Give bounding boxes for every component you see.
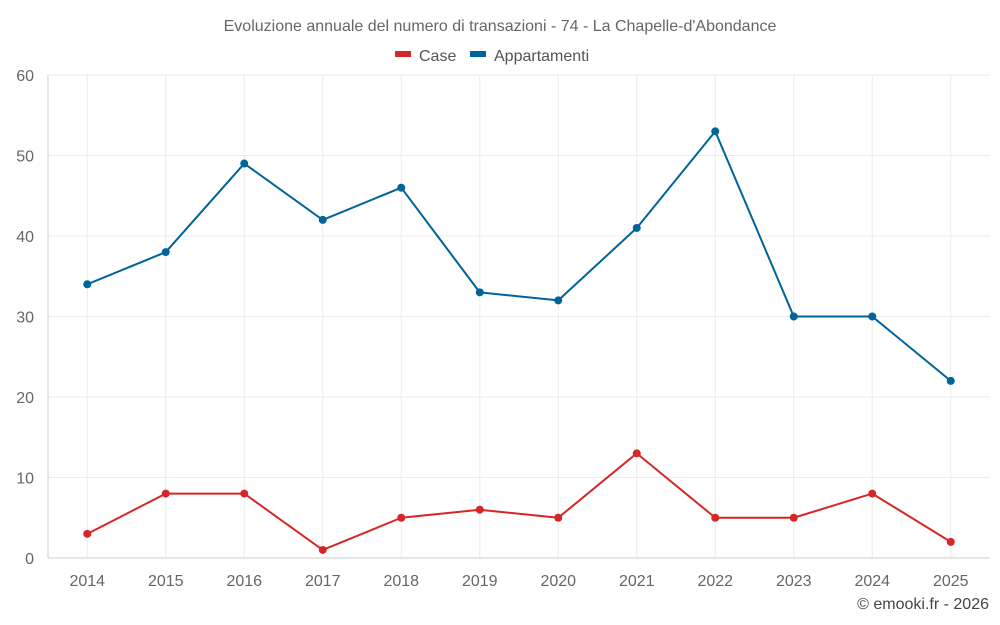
data-point-appartamenti[interactable] xyxy=(946,376,955,385)
legend: Case Appartamenti xyxy=(395,48,589,65)
y-tick-label: 30 xyxy=(16,310,34,327)
x-tick-label: 2018 xyxy=(383,573,419,590)
data-point-appartamenti[interactable] xyxy=(161,248,170,257)
legend-label-case[interactable]: Case xyxy=(419,48,456,65)
data-point-case[interactable] xyxy=(83,529,92,538)
y-tick-label: 60 xyxy=(16,68,34,85)
y-axis: 0 10 20 30 40 50 60 xyxy=(16,68,49,568)
series-line-appartamenti xyxy=(86,130,952,382)
y-tick-label: 0 xyxy=(25,551,34,568)
data-point-appartamenti[interactable] xyxy=(397,183,406,192)
data-point-appartamenti[interactable] xyxy=(554,296,563,305)
x-tick-label: 2014 xyxy=(69,573,105,590)
data-point-appartamenti[interactable] xyxy=(318,215,327,224)
y-tick-label: 40 xyxy=(16,229,34,246)
credit-text[interactable]: © emooki.fr - 2026 xyxy=(857,596,989,613)
data-point-case[interactable] xyxy=(161,489,170,498)
y-tick-label: 50 xyxy=(16,149,34,166)
series-layer xyxy=(83,127,955,554)
x-tick-label: 2020 xyxy=(540,573,576,590)
x-tick-label: 2025 xyxy=(933,573,969,590)
series-appartamenti xyxy=(83,127,955,385)
x-axis: 2014 2015 2016 2017 2018 2019 2020 2021 2022 2023… xyxy=(48,557,990,590)
x-tick-label: 2021 xyxy=(619,573,655,590)
data-point-appartamenti[interactable] xyxy=(240,159,249,168)
data-point-case[interactable] xyxy=(632,449,641,458)
data-point-case[interactable] xyxy=(711,513,720,522)
legend-swatch-case xyxy=(395,51,411,57)
y-tick-label: 10 xyxy=(16,471,34,488)
series-case xyxy=(83,449,955,554)
data-point-case[interactable] xyxy=(240,489,249,498)
x-tick-label: 2015 xyxy=(148,573,184,590)
data-point-case[interactable] xyxy=(946,537,955,546)
data-point-appartamenti[interactable] xyxy=(83,280,92,289)
data-point-case[interactable] xyxy=(318,545,327,554)
data-point-case[interactable] xyxy=(554,513,563,522)
legend-label-appartamenti[interactable]: Appartamenti xyxy=(494,48,589,65)
data-point-appartamenti[interactable] xyxy=(475,288,484,297)
data-point-appartamenti[interactable] xyxy=(868,312,877,321)
x-tick-label: 2023 xyxy=(776,573,812,590)
data-point-appartamenti[interactable] xyxy=(711,127,720,136)
x-tick-label: 2022 xyxy=(697,573,733,590)
x-tick-label: 2024 xyxy=(854,573,890,590)
data-point-appartamenti[interactable] xyxy=(632,223,641,232)
data-point-appartamenti[interactable] xyxy=(789,312,798,321)
x-tick-label: 2017 xyxy=(305,573,341,590)
y-tick-label: 20 xyxy=(16,390,34,407)
data-point-case[interactable] xyxy=(789,513,798,522)
x-tick-label: 2016 xyxy=(226,573,262,590)
data-point-case[interactable] xyxy=(868,489,877,498)
series-line-case xyxy=(86,452,952,551)
legend-swatch-appartamenti xyxy=(470,51,486,57)
chart-title: Evoluzione annuale del numero di transaz… xyxy=(224,18,777,35)
x-tick-label: 2019 xyxy=(462,573,498,590)
data-point-case[interactable] xyxy=(475,505,484,514)
data-point-case[interactable] xyxy=(397,513,406,522)
